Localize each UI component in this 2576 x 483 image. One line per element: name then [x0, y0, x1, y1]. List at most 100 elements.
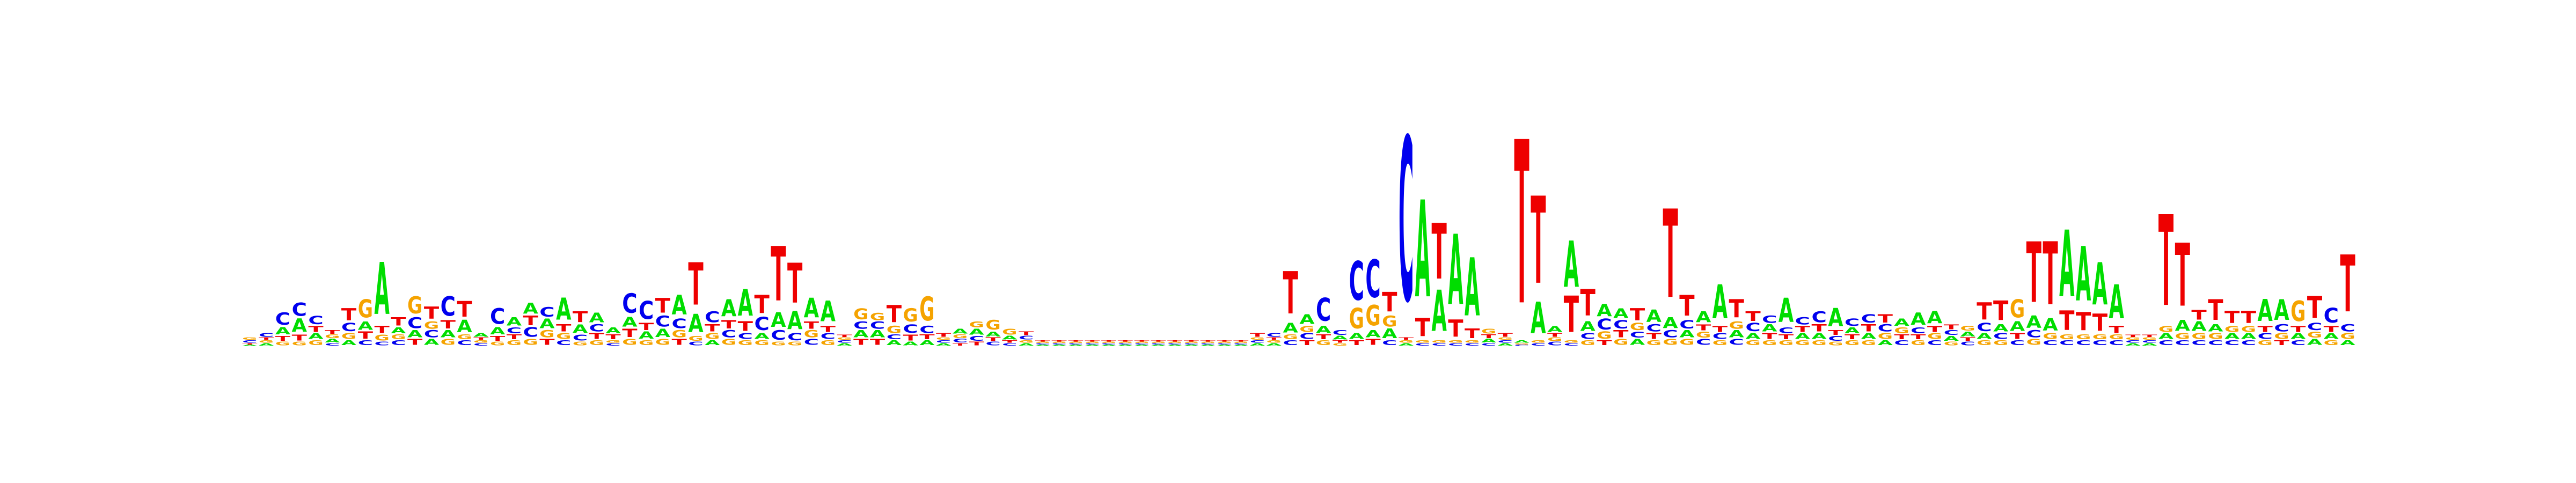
logo-letter-g: G — [903, 305, 918, 326]
logo-letter-c: C — [341, 321, 356, 334]
logo-letter-c: C — [2208, 339, 2223, 347]
logo-letter-g: G — [2307, 330, 2322, 340]
logo-letter-c: C — [292, 299, 307, 320]
logo-letter-c: C — [1564, 342, 1579, 346]
logo-letter-t: T — [1118, 340, 1133, 342]
logo-letter-a: A — [1580, 319, 1596, 335]
logo-letter-a: A — [969, 327, 985, 336]
logo-letter-a: A — [341, 339, 356, 347]
logo-letter-g: G — [1795, 339, 1810, 347]
logo-letter-t: T — [1977, 298, 1992, 325]
logo-letter-c: C — [1316, 291, 1331, 328]
logo-letter-c: C — [1729, 337, 1744, 347]
logo-letter-c: C — [2043, 339, 2058, 347]
logo-letter-g: G — [2142, 336, 2157, 340]
logo-letter-t: T — [507, 333, 522, 341]
logo-letter-a: A — [523, 299, 538, 317]
logo-letter-a: A — [1745, 331, 1761, 341]
logo-letter-c: C — [1811, 308, 1826, 325]
logo-letter-c: C — [424, 328, 439, 340]
logo-letter-g: G — [1547, 336, 1562, 342]
logo-letter-g: G — [1399, 340, 1414, 343]
logo-letter-g: G — [391, 333, 406, 341]
logo-letter-a: A — [1151, 345, 1166, 347]
letter-stacks: ATCGAGTCGTACGTACGATCCAGTAGCTCTAGCGTACGAT… — [242, 92, 2355, 355]
logo-letter-t: T — [1811, 322, 1826, 334]
logo-letter-a: A — [804, 294, 819, 324]
logo-letter-c: C — [1580, 331, 1596, 341]
logo-letter-c: C — [1299, 331, 1314, 341]
logo-letter-a: A — [1762, 322, 1777, 334]
logo-letter-c: C — [1745, 321, 1760, 334]
logo-letter-a: A — [539, 316, 555, 332]
logo-letter-c: C — [2191, 339, 2206, 347]
logo-letter-t: T — [738, 319, 753, 334]
logo-letter-c: C — [473, 342, 488, 346]
logo-letter-t: T — [1448, 316, 1463, 342]
logo-letter-a: A — [1663, 314, 1678, 332]
logo-letter-c: C — [1481, 342, 1496, 346]
logo-letter-t: T — [1134, 340, 1149, 342]
logo-letter-g: G — [655, 337, 670, 347]
logo-letter-c: C — [2224, 339, 2240, 347]
logo-letter-c: C — [589, 323, 604, 334]
logo-letter-g: G — [936, 336, 951, 340]
logo-letter-a: A — [2340, 339, 2355, 347]
logo-letter-g: G — [1498, 336, 1513, 340]
logo-letter-a: A — [1019, 343, 1034, 347]
logo-letter-c: C — [1613, 318, 1628, 331]
logo-letter-a: A — [1927, 308, 1943, 327]
logo-letter-c: C — [1878, 323, 1893, 334]
logo-letter-t: T — [1085, 340, 1100, 342]
logo-letter-g: G — [473, 340, 488, 343]
logo-letter-c: C — [1035, 343, 1050, 345]
logo-letter-c: C — [1779, 326, 1794, 335]
logo-letter-t: T — [919, 333, 934, 341]
logo-letter-g: G — [705, 332, 720, 341]
logo-letter-g: G — [358, 294, 373, 323]
logo-letter-c: C — [1415, 342, 1430, 346]
logo-letter-a: A — [473, 332, 489, 338]
logo-letter-a: A — [1993, 322, 2009, 334]
logo-letter-a: A — [2076, 232, 2091, 319]
logo-letter-c: C — [2109, 339, 2124, 347]
logo-letter-a: A — [441, 328, 456, 340]
logo-letter-c: C — [407, 314, 422, 331]
logo-letter-g: G — [639, 339, 654, 347]
logo-letter-a: A — [1498, 343, 1513, 347]
logo-letter-t: T — [1663, 185, 1678, 326]
logo-letter-g: G — [1894, 326, 1909, 335]
logo-letter-g: G — [1299, 324, 1314, 334]
logo-letter-g: G — [969, 320, 984, 330]
logo-letter-a: A — [325, 338, 340, 344]
logo-letter-t: T — [589, 332, 605, 341]
logo-letter-a: A — [1415, 173, 1430, 328]
logo-letter-t: T — [1431, 208, 1446, 297]
logo-letter-a: A — [2092, 252, 2108, 319]
logo-letter-a: A — [2175, 317, 2190, 334]
logo-letter-g: G — [1101, 341, 1116, 343]
logo-letter-t: T — [1531, 172, 1546, 311]
logo-letter-g: G — [1713, 339, 1728, 347]
logo-letter-c: C — [1663, 328, 1678, 340]
logo-letter-c: C — [1498, 340, 1513, 343]
